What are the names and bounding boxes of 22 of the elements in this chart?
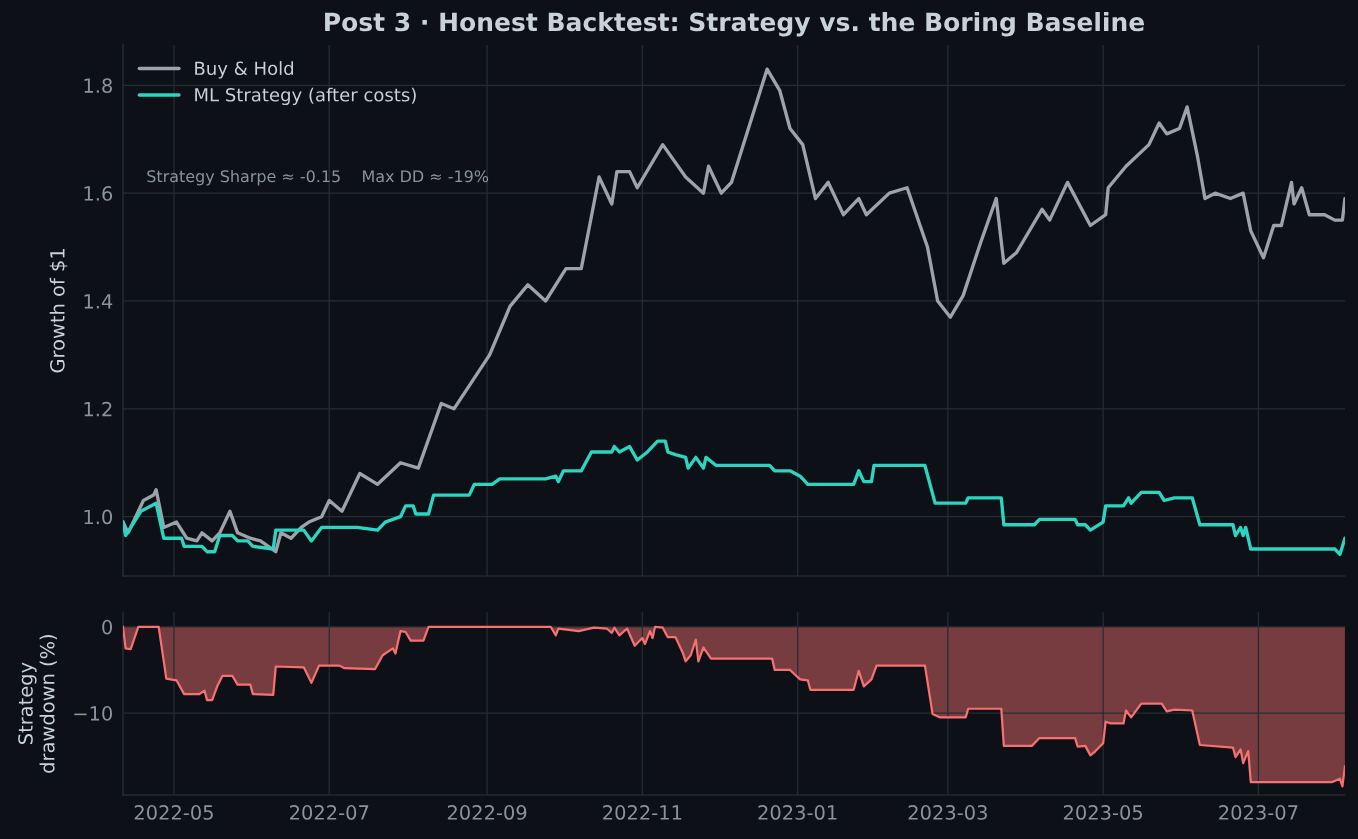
- x-tick-label: 2022-11: [603, 805, 682, 820]
- y-tick-label: 0: [102, 619, 113, 635]
- y-tick-label: 1.2: [84, 401, 112, 417]
- x-tick-label: 2022-09: [447, 805, 527, 820]
- line-series: [123, 439, 1345, 557]
- legend-label: Buy & Hold: [195, 61, 293, 79]
- y-tick-label: 1.8: [84, 78, 112, 93]
- x-tick-label: 2023-07: [1219, 805, 1298, 820]
- legend-label: ML Strategy (after costs): [195, 87, 416, 106]
- x-tick-label: 2023-03: [908, 805, 987, 820]
- y-tick-label: 1.0: [84, 509, 113, 525]
- chart-title: Post 3 · Honest Backtest: Strategy vs. the Boring Baseline: [325, 12, 1145, 37]
- y-axis-title: Strategy drawdown (%): [18, 635, 57, 773]
- y-tick-label: 1.6: [84, 186, 113, 201]
- y-tick-label: −10: [74, 706, 113, 721]
- x-tick-label: 2023-05: [1063, 805, 1143, 820]
- annotation: Strategy Sharpe ≈ -0.15 Max DD ≈ -19%: [147, 169, 489, 186]
- x-tick-label: 2023-01: [758, 805, 837, 820]
- y-tick-label: 1.4: [84, 294, 113, 309]
- x-tick-label: 2022-05: [134, 805, 213, 820]
- y-axis-title: Growth of $1: [49, 249, 68, 373]
- x-tick-label: 2022-07: [290, 805, 369, 820]
